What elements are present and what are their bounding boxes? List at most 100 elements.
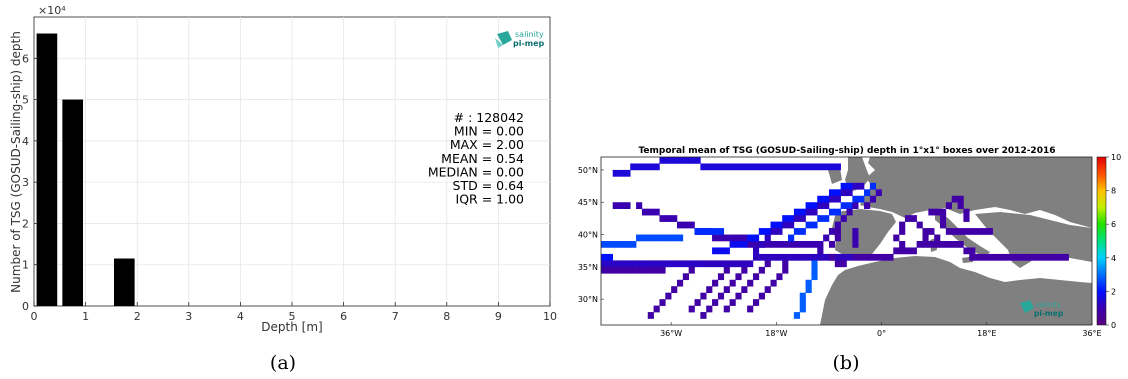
map-cell: [834, 234, 841, 242]
land-iberia: [832, 209, 896, 258]
map-cell: [1033, 253, 1040, 261]
colorbar-tick-label: 10: [1111, 153, 1121, 162]
map-panel: Temporal mean of TSG (GOSUD-Sailing-ship…: [578, 146, 1121, 374]
map-cell: [659, 234, 666, 242]
map-cell: [817, 241, 824, 248]
map-cell: [834, 260, 841, 268]
map-cell: [601, 253, 608, 261]
map-cell: [636, 234, 643, 242]
map-cell: [840, 202, 847, 209]
map-cell: [828, 189, 836, 197]
land-italy: [935, 212, 990, 258]
map-cell: [986, 228, 993, 235]
map-cell: [717, 234, 725, 242]
map-cell: [700, 292, 707, 300]
map-cell: [671, 234, 678, 242]
histogram-x-ticks: 0 1 2 3 4 5 6 7 8 9 10: [31, 302, 557, 323]
map-cell: [928, 241, 935, 248]
map-cell: [893, 234, 900, 242]
map-cell: [799, 305, 806, 313]
map-cell: [834, 189, 841, 197]
map-cell: [828, 163, 836, 171]
map-cell: [904, 215, 912, 222]
map-cell: [671, 215, 678, 222]
map-cell: [641, 260, 649, 268]
map-cell: [764, 286, 771, 293]
map-cell: [717, 228, 725, 235]
map-cell: [852, 228, 859, 235]
map-cell: [916, 221, 923, 229]
map-cell: [793, 163, 801, 171]
map-cell: [864, 189, 871, 197]
map-cell: [805, 286, 812, 293]
map-cell: [676, 260, 684, 268]
map-cell: [752, 247, 760, 255]
stat-line: MAX = 2.00: [450, 137, 524, 152]
map-cell: [641, 163, 649, 171]
map-cell: [811, 260, 818, 268]
map-cell: [980, 253, 988, 261]
x-tick-label: 5: [289, 310, 296, 323]
map-cell: [799, 228, 806, 235]
histogram-y-ticks: 0 1 2 3 4 5 6: [22, 52, 38, 313]
map-cell: [817, 202, 824, 209]
map-cell: [834, 253, 841, 261]
map-cell: [659, 215, 666, 222]
map-cell: [624, 260, 631, 268]
map-cell: [700, 228, 707, 235]
map-cell: [975, 253, 982, 261]
map-cell: [834, 228, 841, 235]
map-cell: [869, 253, 877, 261]
map-cell: [618, 169, 625, 177]
map-cell: [805, 241, 812, 248]
map-cell: [799, 253, 806, 261]
map-cell: [858, 195, 865, 203]
map-cell: [700, 260, 707, 268]
map-cell: [852, 234, 859, 242]
map-cell: [869, 182, 877, 190]
map-cell: [752, 163, 760, 171]
caption-a: (a): [270, 352, 296, 374]
map-cell: [934, 234, 941, 242]
map-cell: [752, 241, 760, 248]
y-tick-label: 1: [22, 259, 29, 272]
stat-line: STD = 0.64: [453, 178, 524, 193]
y-multiplier: ×10⁴: [38, 4, 66, 17]
y-tick-label: 0: [22, 300, 29, 313]
map-logo-line1: salinity: [1036, 301, 1061, 309]
y-tick-label: 6: [22, 52, 29, 65]
map-cell: [647, 260, 654, 268]
map-cell: [717, 260, 725, 268]
map-cell: [706, 260, 713, 268]
lon-tick-label: 18°W: [765, 329, 787, 338]
map-cell: [758, 241, 765, 248]
colorbar-tick-label: 4: [1111, 254, 1116, 263]
map-cell: [963, 228, 970, 235]
map-cell: [676, 279, 684, 287]
map-logo-shape: [1020, 300, 1034, 313]
map-cell: [980, 228, 988, 235]
map-cell: [647, 234, 654, 242]
map-cell: [788, 163, 795, 171]
map-cell: [1051, 253, 1058, 261]
map-cell: [788, 215, 795, 222]
map-cell: [665, 234, 672, 242]
x-tick-label: 2: [134, 310, 141, 323]
map-cell: [706, 163, 713, 171]
map-cell: [706, 305, 713, 313]
map-cell: [618, 260, 625, 268]
map-cell: [770, 253, 777, 261]
y-tick-label: 4: [22, 135, 29, 148]
histogram-bar: [113, 258, 135, 306]
x-tick-label: 8: [443, 310, 450, 323]
map-cell: [676, 157, 684, 164]
map-cell: [799, 299, 806, 306]
map-cell: [828, 195, 836, 203]
map-cell: [805, 279, 812, 287]
map-cell: [869, 195, 877, 203]
map-cell: [752, 273, 760, 281]
map-cell: [747, 305, 754, 313]
map-cell: [729, 260, 736, 268]
map-cell: [782, 215, 789, 222]
